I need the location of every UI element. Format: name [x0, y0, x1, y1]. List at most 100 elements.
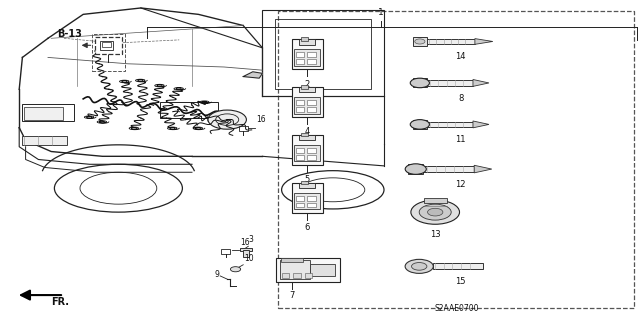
- Polygon shape: [475, 39, 493, 44]
- Bar: [307, 100, 316, 105]
- Text: 16: 16: [241, 238, 250, 247]
- Circle shape: [412, 263, 427, 270]
- Circle shape: [410, 78, 429, 88]
- Bar: [296, 203, 304, 207]
- Bar: [160, 102, 218, 118]
- Bar: [299, 87, 316, 93]
- Bar: [301, 37, 308, 41]
- Text: 5: 5: [305, 175, 310, 184]
- Bar: [307, 196, 316, 201]
- Bar: [22, 136, 67, 145]
- Bar: [275, 19, 371, 89]
- Bar: [305, 272, 312, 278]
- Text: #15: #15: [301, 152, 313, 157]
- Text: S2AAE0700: S2AAE0700: [435, 304, 479, 313]
- Bar: [424, 198, 447, 203]
- Bar: [296, 107, 304, 112]
- Circle shape: [405, 259, 433, 273]
- Bar: [95, 37, 122, 54]
- Bar: [239, 126, 248, 131]
- Bar: [433, 263, 483, 269]
- Bar: [282, 272, 289, 278]
- Bar: [102, 42, 111, 47]
- Polygon shape: [243, 72, 262, 78]
- Text: 4: 4: [305, 127, 310, 137]
- Bar: [240, 248, 252, 251]
- Bar: [24, 107, 63, 120]
- Text: FR.: FR.: [51, 297, 69, 307]
- Text: 14: 14: [456, 52, 466, 61]
- Bar: [299, 39, 316, 45]
- Bar: [296, 59, 304, 64]
- Bar: [100, 41, 113, 50]
- Bar: [307, 59, 316, 64]
- Bar: [280, 260, 310, 279]
- Bar: [307, 107, 316, 112]
- Text: 12: 12: [456, 180, 466, 189]
- Bar: [294, 49, 320, 66]
- Bar: [427, 80, 473, 86]
- Circle shape: [405, 164, 426, 174]
- Text: 15: 15: [456, 277, 466, 286]
- Bar: [292, 39, 323, 70]
- Text: 10: 10: [244, 254, 254, 263]
- Bar: [307, 52, 316, 57]
- Text: 8: 8: [458, 94, 463, 103]
- Bar: [307, 203, 316, 207]
- Text: 7: 7: [290, 291, 295, 300]
- Bar: [293, 272, 301, 278]
- Bar: [413, 37, 427, 46]
- Circle shape: [230, 267, 241, 272]
- Text: 6: 6: [305, 223, 310, 232]
- Bar: [299, 135, 316, 140]
- Text: B-13: B-13: [57, 29, 81, 39]
- Text: 2: 2: [305, 80, 310, 89]
- Bar: [413, 78, 427, 87]
- Bar: [408, 164, 424, 174]
- Bar: [296, 100, 304, 105]
- Bar: [243, 250, 249, 257]
- Bar: [296, 148, 304, 153]
- Polygon shape: [474, 165, 492, 173]
- Bar: [301, 181, 308, 184]
- Bar: [92, 34, 125, 71]
- Bar: [294, 145, 320, 161]
- Bar: [427, 39, 475, 44]
- Circle shape: [410, 120, 429, 129]
- Text: #10: #10: [287, 267, 299, 272]
- Text: 13: 13: [430, 230, 440, 239]
- Bar: [292, 182, 323, 213]
- Polygon shape: [473, 121, 489, 128]
- Bar: [299, 182, 316, 188]
- Bar: [281, 258, 303, 262]
- Bar: [296, 52, 304, 57]
- Bar: [307, 148, 316, 153]
- Circle shape: [415, 39, 425, 44]
- Bar: [296, 155, 304, 160]
- Bar: [276, 258, 340, 282]
- Bar: [262, 10, 384, 96]
- Circle shape: [411, 200, 460, 224]
- Bar: [310, 263, 335, 276]
- Bar: [301, 85, 308, 89]
- Text: #13: #13: [301, 104, 313, 109]
- Bar: [294, 193, 320, 209]
- Text: 3: 3: [248, 235, 253, 244]
- Text: 11: 11: [456, 135, 466, 144]
- Polygon shape: [473, 79, 489, 86]
- Bar: [22, 104, 74, 121]
- Text: #10: #10: [301, 56, 313, 61]
- Bar: [424, 166, 474, 172]
- Bar: [278, 11, 634, 308]
- Bar: [301, 133, 308, 137]
- Bar: [292, 87, 323, 117]
- Bar: [292, 135, 323, 165]
- Bar: [296, 196, 304, 201]
- Circle shape: [419, 204, 451, 220]
- Bar: [427, 122, 473, 127]
- Circle shape: [208, 110, 246, 129]
- Text: #22: #22: [301, 200, 313, 205]
- Text: 1: 1: [378, 8, 383, 17]
- Bar: [413, 120, 427, 129]
- Bar: [294, 97, 320, 114]
